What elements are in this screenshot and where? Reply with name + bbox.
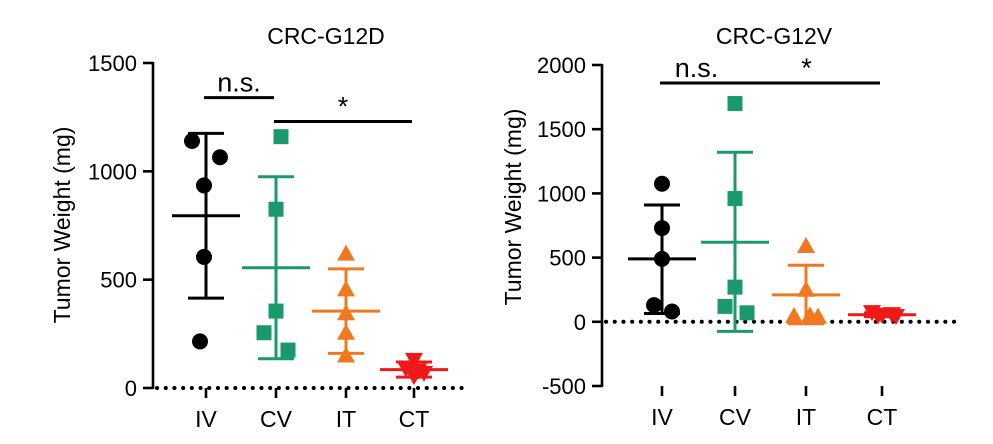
y-tick-label: 1500 — [537, 117, 586, 142]
y-tick-label: 1000 — [88, 159, 137, 184]
y-tick-label: 1000 — [537, 181, 586, 206]
chart-panel-2: CRC-G12V Tumor Weight (mg) -500 0 500 1000 150… — [500, 23, 958, 430]
x-tick-label: CT — [867, 404, 898, 430]
chart-title: CRC-G12D — [267, 23, 385, 49]
y-axis-label: Tumor Weight (mg) — [49, 127, 75, 324]
significance-label: * — [801, 53, 812, 83]
data-point — [809, 307, 827, 324]
significance-label: * — [338, 92, 349, 122]
data-point — [785, 307, 803, 324]
data-point — [337, 244, 355, 261]
y-tick-label: 500 — [100, 268, 137, 293]
data-point — [717, 298, 733, 314]
significance-label: n.s. — [675, 53, 719, 83]
data-point — [212, 149, 228, 166]
y-tick-label: 0 — [574, 310, 586, 335]
data-point — [654, 175, 670, 192]
data-point — [184, 133, 200, 149]
significance-label: n.s. — [217, 68, 261, 98]
data-point — [739, 305, 755, 321]
chart-title: CRC-G12V — [716, 23, 833, 49]
x-tick-label: IT — [796, 404, 816, 430]
chart-panel-1: CRC-G12D Tumor Weight (mg) 0 500 1000 1500 IV C… — [49, 23, 467, 432]
y-tick-label: 500 — [549, 246, 586, 271]
data-point — [664, 303, 680, 320]
data-point — [646, 297, 662, 314]
data-point — [192, 333, 208, 350]
data-point — [280, 342, 296, 358]
x-tick-label: IV — [651, 404, 673, 430]
data-point — [196, 248, 212, 265]
data-point — [797, 237, 815, 254]
x-tick-label: CT — [399, 406, 430, 432]
x-tick-label: IV — [195, 406, 217, 432]
y-tick-label: 0 — [125, 376, 137, 401]
data-point — [273, 129, 289, 145]
data-point — [256, 325, 272, 341]
y-tick-label: -500 — [542, 374, 586, 399]
data-point — [727, 96, 743, 112]
x-tick-label: IT — [336, 406, 356, 432]
data-point — [196, 177, 212, 194]
y-axis-label: Tumor Weight (mg) — [500, 109, 526, 306]
x-tick-label: CV — [719, 404, 752, 430]
x-tick-label: CV — [260, 406, 293, 432]
y-tick-label: 1500 — [88, 51, 137, 76]
y-tick-label: 2000 — [537, 53, 586, 78]
